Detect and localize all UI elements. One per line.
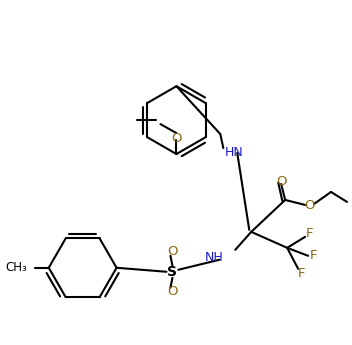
- Text: O: O: [276, 176, 287, 188]
- Text: O: O: [171, 131, 182, 145]
- Text: O: O: [304, 199, 314, 213]
- Text: F: F: [305, 227, 313, 240]
- Text: CH₃: CH₃: [5, 261, 27, 274]
- Text: HN: HN: [224, 146, 243, 159]
- Text: F: F: [309, 249, 317, 262]
- Text: F: F: [297, 267, 305, 280]
- Text: NH: NH: [205, 251, 223, 264]
- Text: O: O: [167, 285, 178, 298]
- Text: O: O: [167, 245, 178, 258]
- Text: S: S: [168, 265, 177, 279]
